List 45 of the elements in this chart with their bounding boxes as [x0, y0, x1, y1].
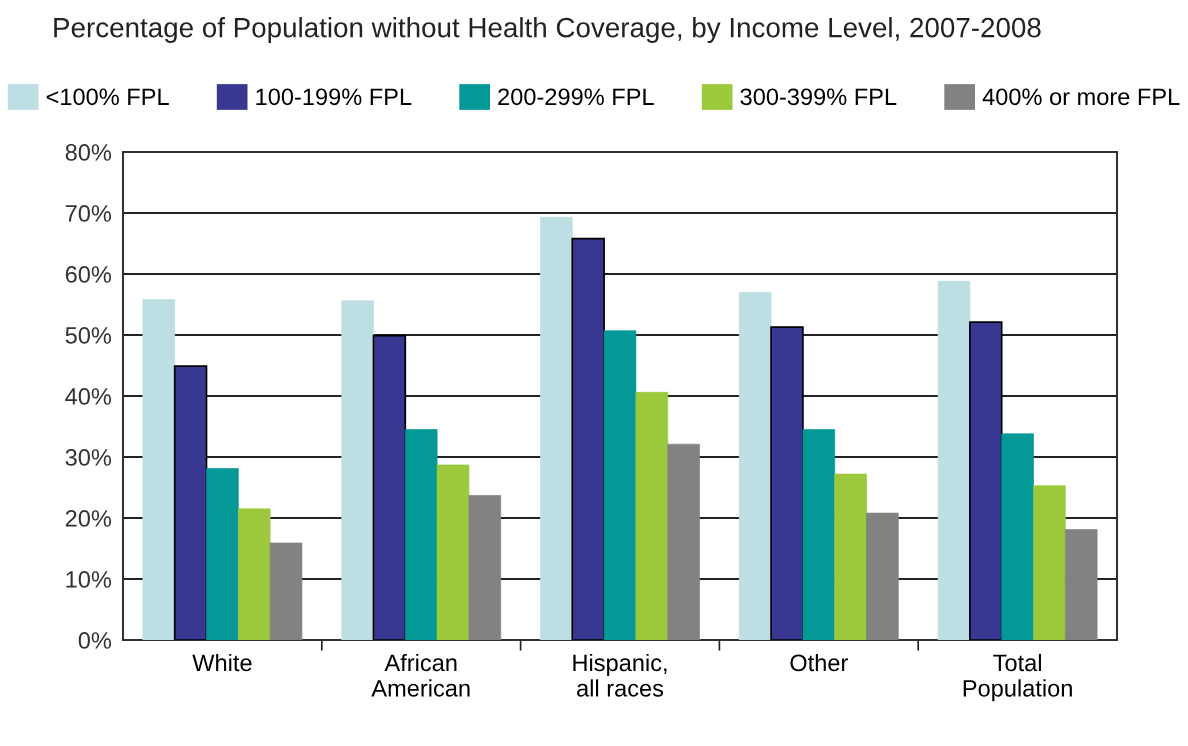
- bar: [603, 330, 637, 640]
- bar: [237, 508, 271, 640]
- bar: [1064, 529, 1098, 640]
- bar: [834, 473, 867, 640]
- x-tick-label: African American: [371, 653, 470, 697]
- y-tick-label: 40%: [65, 388, 112, 405]
- x-tick-label: Hispanic, all races: [573, 653, 667, 697]
- y-tick-label: 60%: [65, 266, 112, 283]
- legend-label: <100% FPL: [46, 88, 169, 106]
- x-tick-label: Other: [790, 653, 848, 672]
- bar: [372, 334, 407, 640]
- chart-title: Percentage of Population without Health Coverage, by Income Level, 2007-2008: [54, 17, 1041, 43]
- x-tick-label: Total Population: [963, 653, 1072, 702]
- bar: [571, 237, 605, 640]
- y-tick-label: 0%: [78, 632, 112, 649]
- bar: [866, 512, 899, 640]
- bar: [468, 495, 502, 640]
- bar: [802, 429, 836, 640]
- bar: [969, 321, 1003, 640]
- bar: [635, 391, 669, 640]
- legend-label: 100-199% FPL: [256, 88, 412, 106]
- bar: [540, 216, 573, 640]
- bar: [341, 300, 374, 640]
- y-tick-label: 10%: [66, 571, 112, 588]
- bar: [269, 542, 303, 640]
- x-tick-label: White: [192, 653, 252, 672]
- bar: [937, 280, 971, 640]
- y-tick-label: 20%: [65, 510, 112, 527]
- y-tick-label: 50%: [65, 327, 112, 344]
- bar: [1033, 485, 1066, 640]
- bar: [1001, 433, 1034, 640]
- bar: [404, 429, 438, 640]
- legend-label: 300-399% FPL: [740, 88, 897, 106]
- legend-label: 200-299% FPL: [498, 88, 654, 106]
- bar: [770, 326, 804, 640]
- y-tick-label: 30%: [65, 449, 112, 466]
- bar: [173, 365, 208, 640]
- bar: [206, 468, 239, 640]
- bar: [142, 299, 176, 640]
- bar: [667, 443, 700, 640]
- y-tick-label: 80%: [65, 144, 112, 161]
- bar: [738, 291, 772, 640]
- legend-label: 400% or more FPL: [982, 88, 1180, 106]
- y-tick-label: 70%: [65, 205, 112, 222]
- bar: [436, 464, 470, 640]
